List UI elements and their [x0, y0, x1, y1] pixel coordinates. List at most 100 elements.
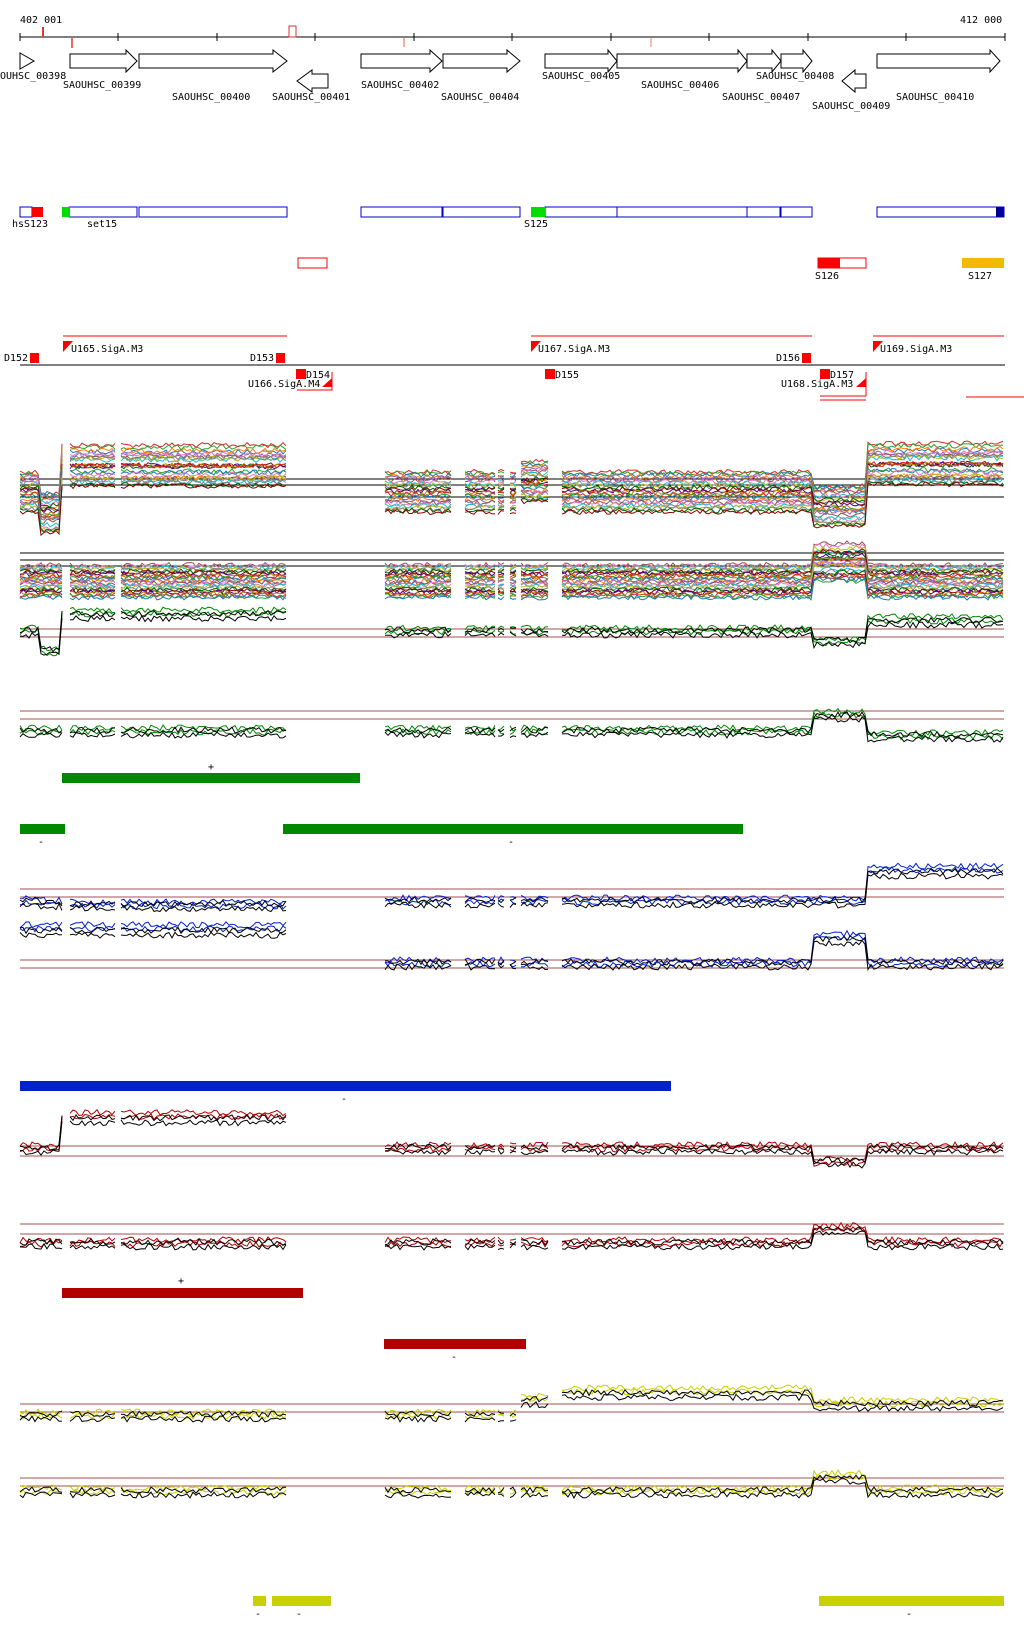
- gene-SAOUHSC_00402[interactable]: [360, 48, 443, 74]
- expression-trace: [520, 484, 549, 491]
- gene-SAOUHSC_00404[interactable]: [442, 48, 521, 74]
- expression-trace: [497, 586, 505, 592]
- expression-trace: [509, 1492, 517, 1499]
- expression-trace: [69, 1113, 116, 1122]
- expression-trace: [19, 458, 63, 505]
- expression-trace: [497, 1420, 504, 1423]
- expression-trace: [69, 1120, 116, 1127]
- expression-trace: [464, 1142, 496, 1149]
- expression-trace: [19, 448, 63, 499]
- expression-trace: [561, 576, 1004, 601]
- segment[interactable]: [442, 206, 521, 218]
- segment[interactable]: [616, 206, 748, 218]
- segment[interactable]: [297, 257, 328, 269]
- expression-trace: [520, 1488, 549, 1495]
- expression-trace: [19, 921, 63, 929]
- expression-trace: [520, 1144, 549, 1151]
- blue-condition-bar[interactable]: [20, 1081, 671, 1091]
- expression-trace: [384, 901, 452, 909]
- expression-trace: [19, 724, 63, 732]
- segment-label-S123: S123: [24, 219, 48, 230]
- red-condition-bar[interactable]: [62, 1288, 303, 1298]
- segment[interactable]: [19, 206, 33, 218]
- segment[interactable]: [68, 206, 138, 218]
- segment-S127[interactable]: [962, 258, 1004, 268]
- expression-trace: [464, 725, 496, 732]
- segment[interactable]: [360, 206, 443, 218]
- expression-trace: [509, 594, 517, 597]
- gene-SAOUHSC_00410[interactable]: [876, 48, 1001, 74]
- gene-SAOUHSC_00401[interactable]: [296, 69, 329, 93]
- segment[interactable]: [544, 206, 618, 218]
- gene-label: SAOUHSC_00405: [542, 71, 620, 82]
- segment-label-S126: S126: [815, 271, 839, 282]
- expression-trace: [19, 1243, 63, 1250]
- gene-label: SAOUHSC_00400: [172, 92, 250, 103]
- gene-SAOUHSC_00408[interactable]: [780, 48, 813, 74]
- gene-SAOUHSC_00399[interactable]: [69, 48, 138, 74]
- expression-trace: [384, 489, 452, 496]
- expression-trace: [497, 486, 505, 490]
- tu-label-D154: D154: [306, 370, 330, 381]
- expression-trace: [19, 617, 63, 656]
- expression-trace: [464, 631, 496, 637]
- expression-trace: [19, 485, 63, 537]
- segment[interactable]: [876, 206, 1005, 218]
- gene-SAOUHSC_00398[interactable]: [19, 52, 36, 70]
- expression-trace: [464, 593, 496, 600]
- expression-trace: [464, 493, 496, 499]
- green-condition-bar[interactable]: [20, 824, 65, 834]
- green-condition-bar[interactable]: [62, 773, 360, 783]
- expression-trace: [464, 506, 496, 512]
- expression-trace: [520, 728, 549, 736]
- expression-trace: [69, 564, 116, 571]
- yellow-condition-bar[interactable]: [819, 1596, 1004, 1606]
- gene-SAOUHSC_00406[interactable]: [616, 48, 748, 74]
- tu-label-D156: D156: [776, 353, 800, 364]
- tu-D152[interactable]: [30, 353, 39, 363]
- expression-trace: [497, 497, 505, 499]
- gene-SAOUHSC_00409[interactable]: [841, 68, 867, 94]
- expression-trace: [497, 563, 505, 568]
- segment[interactable]: [780, 206, 813, 218]
- yellow-condition-bar[interactable]: [253, 1596, 266, 1606]
- expression-trace: [384, 1488, 452, 1496]
- yellow-condition-bar[interactable]: [272, 1596, 331, 1606]
- expression-trace: [384, 1243, 452, 1251]
- expression-trace: [520, 591, 549, 598]
- expression-trace: [69, 591, 116, 598]
- expression-trace: [509, 499, 517, 504]
- tu-D157[interactable]: [820, 369, 830, 379]
- gene-SAOUHSC_00400[interactable]: [138, 48, 288, 74]
- gene-SAOUHSC_00405[interactable]: [544, 48, 618, 74]
- tu-D153[interactable]: [276, 353, 285, 363]
- expression-trace: [509, 1486, 517, 1494]
- gene-label: OUHSC_00398: [0, 71, 66, 82]
- expression-trace: [497, 483, 505, 489]
- expression-trace: [520, 624, 549, 632]
- expression-trace: [561, 1474, 1004, 1495]
- expression-trace: [464, 1491, 496, 1497]
- tu-D156[interactable]: [802, 353, 811, 363]
- expression-trace: [464, 568, 496, 575]
- expression-trace: [69, 593, 116, 600]
- expression-trace: [384, 1486, 452, 1494]
- expression-trace: [509, 959, 517, 963]
- expression-trace: [385, 631, 452, 639]
- expression-trace: [497, 627, 505, 631]
- segment[interactable]: [746, 206, 781, 218]
- gene-SAOUHSC_00407[interactable]: [746, 48, 782, 74]
- red-condition-bar[interactable]: [384, 1339, 526, 1349]
- expression-trace: [384, 1492, 452, 1499]
- green-condition-bar[interactable]: [283, 824, 743, 834]
- segment[interactable]: [138, 206, 288, 218]
- expression-trace: [497, 963, 505, 969]
- tu-D154[interactable]: [296, 369, 306, 379]
- tu-D155[interactable]: [545, 369, 555, 379]
- expression-trace: [384, 594, 452, 600]
- expression-trace: [509, 490, 517, 497]
- expression-trace: [69, 479, 116, 485]
- condition-bars: + - - - + - - - -: [20, 762, 1004, 1620]
- expression-trace: [520, 963, 549, 971]
- expression-trace: [384, 585, 452, 592]
